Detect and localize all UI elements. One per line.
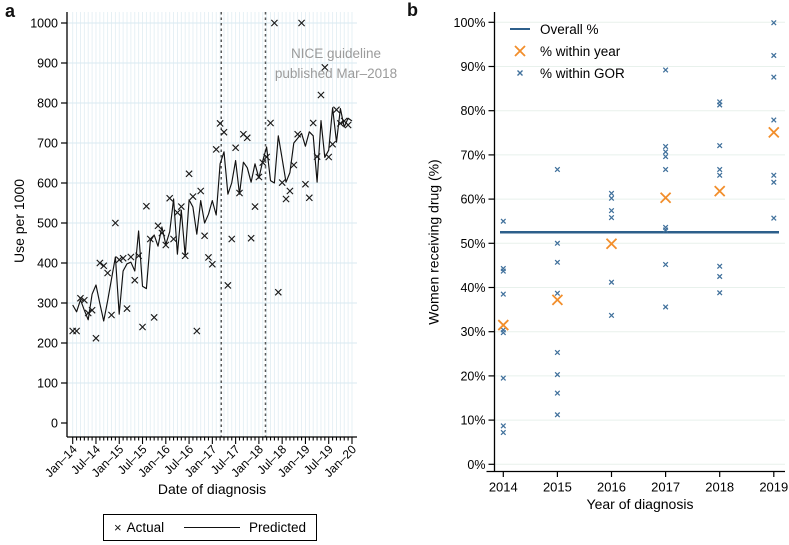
svg-text:2017: 2017 (651, 480, 680, 495)
panel-b-legend: Overall % % within year % within GOR (507, 18, 625, 84)
annotation-line-2: published Mar–2018 (274, 66, 398, 81)
svg-text:10%: 10% (460, 414, 485, 428)
predicted-line-icon (184, 527, 240, 528)
svg-text:60%: 60% (460, 193, 485, 207)
panel-a-axes (61, 12, 357, 444)
svg-text:300: 300 (37, 297, 58, 311)
legend-row-overall: Overall % (507, 18, 625, 40)
panel-a-predicted-line (72, 107, 353, 322)
panel-a-x-tick-labels: Jan–14Jul–14Jan–15Jul–15Jan–16Jul–16Jan–… (42, 442, 359, 480)
svg-text:2019: 2019 (759, 480, 788, 495)
svg-text:100%: 100% (454, 16, 486, 30)
overall-legend-label: Overall % (540, 21, 599, 37)
panel-a-actual-points (69, 19, 352, 342)
panel-b-letter: b (407, 0, 418, 20)
legend-row-within-gor: % within GOR (507, 62, 625, 84)
panel-b-y-tick-labels: 0% 10% 20% 30% 40% 50% 60% 70% 80% 90% 100% (454, 16, 486, 472)
svg-text:200: 200 (37, 337, 58, 351)
panel-a-legend: × Actual Predicted (103, 514, 317, 541)
svg-text:2018: 2018 (705, 480, 734, 495)
panel-b-x-axis-title: Year of diagnosis (586, 496, 694, 512)
svg-text:800: 800 (37, 97, 58, 111)
svg-text:900: 900 (37, 57, 58, 71)
svg-text:0: 0 (51, 417, 58, 431)
svg-text:2014: 2014 (489, 480, 518, 495)
svg-text:500: 500 (37, 217, 58, 231)
svg-text:40%: 40% (460, 281, 485, 295)
within-year-legend-label: % within year (540, 43, 621, 59)
panel-b-within-year-points (497, 126, 780, 331)
svg-text:20%: 20% (460, 369, 485, 383)
svg-text:0%: 0% (467, 458, 485, 472)
svg-text:2016: 2016 (597, 480, 626, 495)
svg-text:1000: 1000 (30, 17, 58, 31)
overall-line-icon (507, 28, 533, 30)
panel-b-within-gor-points (500, 20, 777, 436)
legend-row-within-year: % within year (507, 40, 625, 62)
panel-a-guideline-vlines (220, 12, 267, 437)
nice-guideline-annotation: NICE guideline published Mar–2018 (264, 44, 408, 84)
panel-a-x-axis-title: Date of diagnosis (157, 481, 267, 497)
panel-a-gridlines (67, 12, 357, 437)
actual-legend-label: Actual (126, 520, 165, 535)
panel-b-gridlines (494, 21, 785, 465)
svg-text:100: 100 (37, 377, 58, 391)
actual-x-marker-icon: × (114, 520, 122, 535)
svg-text:2015: 2015 (543, 480, 572, 495)
svg-text:30%: 30% (460, 325, 485, 339)
panel-b-axes (486, 12, 785, 477)
within-gor-legend-label: % within GOR (540, 65, 625, 81)
panel-a-y-axis-title: Use per 1000 (11, 178, 27, 264)
svg-text:90%: 90% (460, 60, 485, 74)
svg-text:70%: 70% (460, 148, 485, 162)
svg-text:700: 700 (37, 137, 58, 151)
predicted-legend-label: Predicted (248, 520, 306, 535)
within-year-x-icon (507, 44, 533, 58)
panel-b-y-axis-title: Women receiving drug (%) (425, 159, 442, 325)
annotation-line-1: NICE guideline (290, 46, 382, 61)
svg-text:80%: 80% (460, 104, 485, 118)
panel-a-letter: a (5, 1, 16, 21)
panel-b-x-tick-labels: 2014 2015 2016 2017 2018 2019 (489, 480, 788, 495)
svg-text:600: 600 (37, 177, 58, 191)
svg-text:400: 400 (37, 257, 58, 271)
svg-text:50%: 50% (460, 237, 485, 251)
within-gor-x-icon (507, 69, 533, 77)
panel-a-y-tick-labels: 0 100 200 300 400 500 600 700 800 900 1000 (30, 17, 58, 431)
